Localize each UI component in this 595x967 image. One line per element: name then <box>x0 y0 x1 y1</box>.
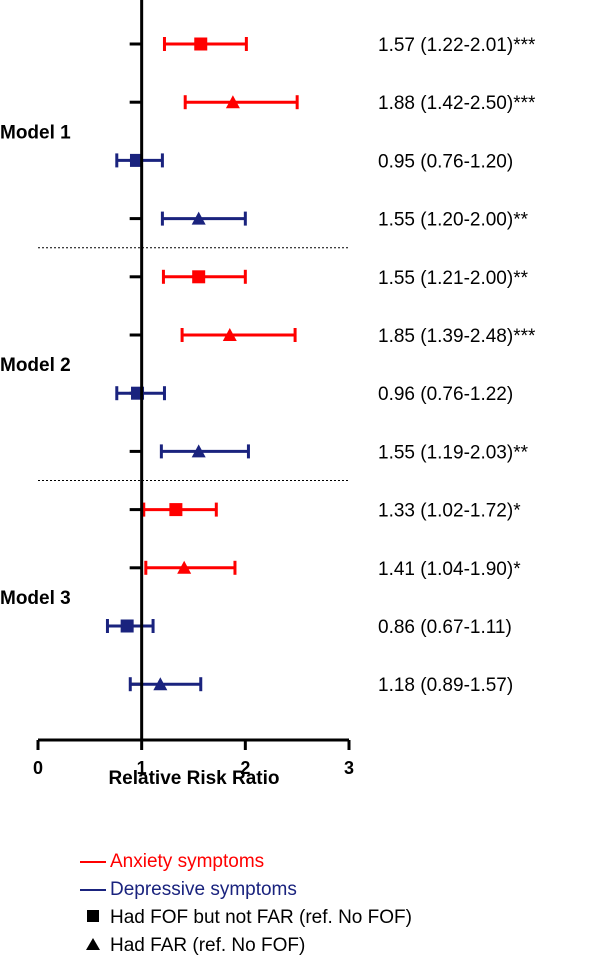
estimate-triangle-marker <box>191 444 206 458</box>
estimate-label: 1.57 (1.22-2.01)*** <box>378 35 536 56</box>
legend-label-square: Had FOF but not FAR (ref. No FOF) <box>110 907 412 928</box>
x-tick-label: 0 <box>33 758 43 778</box>
estimate-label: 1.55 (1.21-2.00)** <box>378 268 529 289</box>
estimate-rows: 1.57 (1.22-2.01)*** 1.88 (1.42-2.50)*** 0.… <box>105 35 536 696</box>
estimate-square-marker <box>169 503 183 517</box>
estimate-square-marker <box>192 270 206 284</box>
estimate-triangle-marker <box>177 560 192 574</box>
legend-item-triangle: Had FAR (ref. No FOF) <box>80 932 412 960</box>
estimate-label: 0.95 (0.76-1.20) <box>378 151 513 172</box>
estimate-triangle-marker <box>191 211 206 225</box>
model-label: Model 3 <box>0 588 71 609</box>
square-icon <box>80 907 106 929</box>
depressive-line-swatch <box>80 889 106 891</box>
legend-label-triangle: Had FAR (ref. No FOF) <box>110 935 306 956</box>
x-tick-label: 1 <box>137 758 147 778</box>
estimate-label: 1.85 (1.39-2.48)*** <box>378 326 536 347</box>
estimate-label: 0.96 (0.76-1.22) <box>378 384 513 405</box>
legend-label-depressive: Depressive symptoms <box>110 879 297 900</box>
estimate-square-marker <box>120 619 134 633</box>
estimate-square-marker <box>129 153 143 167</box>
estimate-label: 1.41 (1.04-1.90)* <box>378 559 521 580</box>
estimate-label: 1.33 (1.02-1.72)* <box>378 501 521 522</box>
x-tick-label: 3 <box>344 758 354 778</box>
anxiety-line-swatch <box>80 861 106 863</box>
model-labels: Model 1 Model 2 Model 3 <box>0 122 71 609</box>
model-label: Model 2 <box>0 355 71 376</box>
x-axis-title: Relative Risk Ratio <box>108 768 279 789</box>
estimate-triangle-marker <box>225 95 240 109</box>
estimate-label: 1.18 (0.89-1.57) <box>378 675 513 696</box>
legend: Anxiety symptoms Depressive symptoms Had… <box>80 848 412 960</box>
triangle-icon <box>80 935 106 957</box>
legend-item-depressive: Depressive symptoms <box>80 876 412 904</box>
estimate-label: 1.55 (1.20-2.00)** <box>378 210 529 231</box>
legend-label-anxiety: Anxiety symptoms <box>110 851 265 872</box>
legend-item-anxiety: Anxiety symptoms <box>80 848 412 876</box>
x-axis: 0 1 2 3 <box>33 0 354 778</box>
estimate-label: 1.88 (1.42-2.50)*** <box>378 93 536 114</box>
model-label: Model 1 <box>0 122 71 143</box>
estimate-triangle-marker <box>153 677 168 691</box>
estimate-square-marker <box>194 37 208 51</box>
x-tick-label: 2 <box>240 758 250 778</box>
legend-item-square: Had FOF but not FAR (ref. No FOF) <box>80 904 412 932</box>
estimate-label: 0.86 (0.67-1.11) <box>378 617 512 638</box>
estimate-label: 1.55 (1.19-2.03)** <box>378 442 529 463</box>
estimate-triangle-marker <box>222 328 237 341</box>
